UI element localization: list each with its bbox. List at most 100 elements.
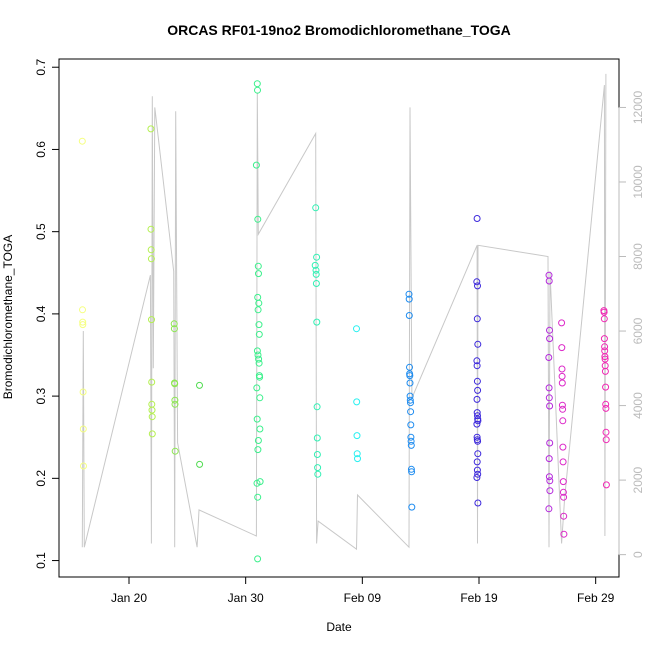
data-point bbox=[406, 396, 414, 404]
data-point bbox=[79, 306, 86, 314]
data-point bbox=[147, 225, 155, 233]
data-point bbox=[602, 383, 610, 391]
data-point bbox=[254, 446, 262, 454]
y2-tick-label: 2000 bbox=[631, 466, 645, 493]
data-point bbox=[78, 137, 86, 145]
data-point bbox=[546, 326, 553, 334]
data-point bbox=[170, 325, 178, 333]
data-point bbox=[171, 380, 179, 388]
data-point bbox=[314, 464, 322, 472]
data-point bbox=[408, 503, 416, 511]
y2-tick-label: 8000 bbox=[631, 243, 645, 270]
data-point bbox=[255, 330, 263, 338]
data-point bbox=[79, 318, 87, 326]
data-point bbox=[407, 399, 414, 407]
data-point bbox=[406, 379, 414, 387]
data-point bbox=[545, 455, 553, 463]
data-point bbox=[474, 417, 482, 425]
data-point bbox=[559, 488, 567, 496]
data-point bbox=[560, 512, 568, 520]
data-point bbox=[545, 384, 553, 392]
data-point bbox=[252, 161, 260, 169]
data-point bbox=[311, 261, 319, 269]
data-point bbox=[253, 80, 261, 88]
data-point bbox=[407, 465, 415, 473]
data-point bbox=[253, 347, 261, 355]
data-point bbox=[254, 86, 261, 94]
data-point bbox=[313, 403, 321, 411]
y2-tick-label: 6000 bbox=[631, 317, 645, 344]
data-point bbox=[473, 315, 481, 323]
data-point bbox=[313, 434, 321, 442]
data-point bbox=[353, 398, 361, 406]
data-point bbox=[559, 405, 567, 413]
data-point bbox=[559, 417, 567, 425]
data-point bbox=[255, 270, 262, 278]
data-point bbox=[474, 282, 481, 290]
data-point bbox=[147, 255, 155, 263]
altitude-line bbox=[81, 73, 607, 551]
data-point bbox=[602, 481, 610, 489]
data-point bbox=[312, 270, 320, 278]
data-point bbox=[474, 386, 482, 394]
data-point bbox=[407, 408, 415, 416]
data-point bbox=[406, 392, 414, 400]
data-point bbox=[353, 450, 361, 458]
data-point bbox=[473, 362, 481, 370]
data-point bbox=[600, 335, 608, 343]
data-point bbox=[545, 354, 553, 361]
data-point bbox=[408, 468, 416, 476]
y-tick-label: 0.6 bbox=[34, 141, 48, 158]
data-point bbox=[254, 555, 262, 563]
data-point bbox=[473, 474, 481, 481]
data-point bbox=[600, 315, 608, 323]
data-point bbox=[254, 306, 262, 314]
data-point bbox=[474, 437, 482, 445]
data-point bbox=[312, 280, 320, 287]
data-point bbox=[601, 355, 609, 363]
data-point bbox=[254, 262, 262, 270]
data-point bbox=[313, 318, 321, 326]
data-point bbox=[559, 458, 567, 466]
data-point bbox=[407, 433, 415, 441]
data-point bbox=[254, 437, 262, 444]
data-point bbox=[560, 493, 568, 501]
data-point bbox=[545, 473, 553, 481]
y2-tick-label: 10000 bbox=[631, 165, 645, 199]
y2-tick-label: 0 bbox=[631, 551, 645, 558]
data-point bbox=[148, 316, 155, 324]
y2-tick-label: 12000 bbox=[631, 90, 645, 124]
data-point bbox=[559, 443, 567, 451]
y-axis: 0.1 0.2 0.3 0.4 0.5 0.6 0.7 bbox=[34, 59, 60, 569]
data-point bbox=[601, 353, 609, 361]
data-point bbox=[558, 344, 566, 352]
data-point bbox=[148, 406, 156, 414]
data-point bbox=[171, 400, 179, 408]
data-point bbox=[545, 271, 553, 279]
data-point bbox=[312, 266, 320, 274]
data-point bbox=[473, 466, 481, 474]
y-tick-label: 0.5 bbox=[34, 223, 48, 240]
data-point bbox=[255, 359, 263, 367]
data-point bbox=[255, 355, 263, 363]
data-point bbox=[602, 400, 610, 408]
data-point bbox=[474, 499, 482, 507]
data-point bbox=[254, 351, 262, 359]
data-point bbox=[545, 277, 553, 285]
data-point bbox=[474, 450, 482, 458]
data-point bbox=[256, 394, 264, 402]
data-point bbox=[473, 215, 481, 222]
data-point bbox=[405, 295, 413, 303]
y-tick-label: 0.4 bbox=[34, 305, 48, 322]
data-point bbox=[473, 357, 481, 365]
data-point bbox=[473, 409, 481, 417]
data-point bbox=[253, 479, 261, 487]
data-point bbox=[79, 388, 87, 396]
data-point bbox=[546, 477, 554, 485]
data-point bbox=[473, 278, 481, 286]
data-point bbox=[253, 415, 261, 423]
plot-area bbox=[58, 58, 620, 578]
data-point bbox=[196, 460, 204, 468]
x-axis: Jan 20 Jan 30 Feb 09 Feb 19 Feb 29 bbox=[111, 576, 615, 605]
